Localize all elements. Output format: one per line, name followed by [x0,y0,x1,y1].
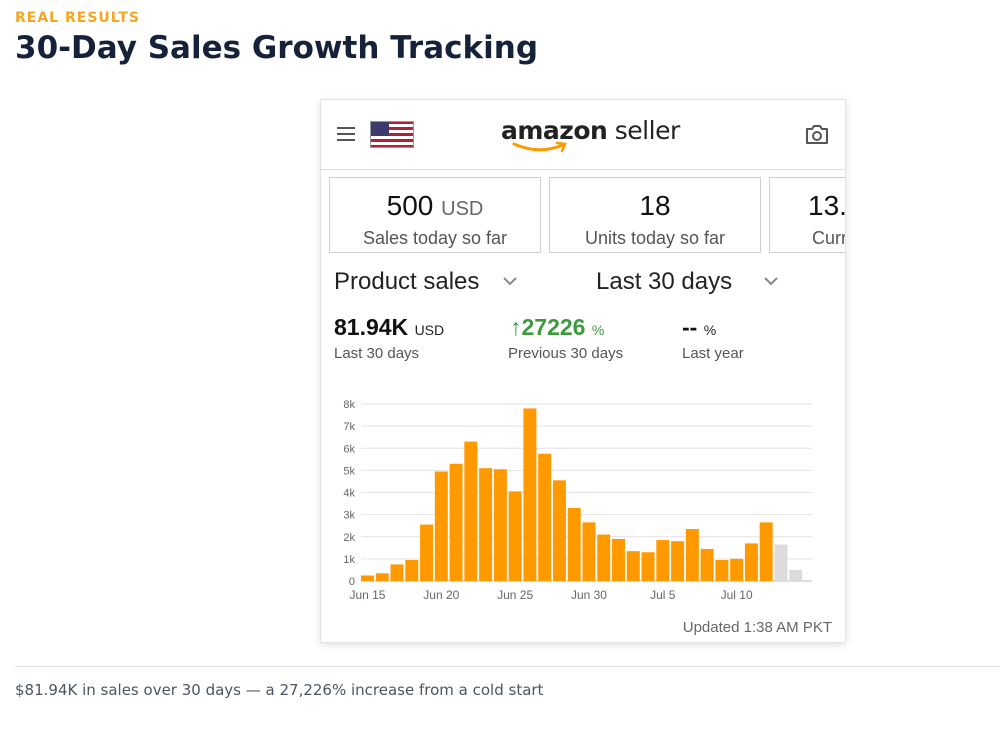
bar-jun-15 [361,575,374,581]
amazon-seller-logo: amazon seller [501,114,680,156]
bar-jun-30 [582,522,596,581]
bar-jul-2 [612,538,625,581]
total-sales-label: Last 30 days [334,345,420,362]
eyebrow-label: REAL RESULTS [15,10,141,26]
x-tick-label: Jun 20 [423,588,459,602]
sales-value: 500 [386,190,434,221]
x-tick-label: Jun 30 [571,588,607,602]
seller-app-screenshot: amazon seller 500 USD Sales today so far… [320,99,846,643]
y-tick-label: 0 [349,576,355,588]
hamburger-icon[interactable] [337,127,355,141]
chevron-down-icon[interactable] [503,276,517,286]
growth-label: Previous 30 days [508,345,624,362]
y-tick-label: 7k [343,421,355,433]
bar-jul-6 [671,541,685,581]
bar-jun-19 [420,524,434,581]
bar-jul-1 [597,534,611,581]
x-tick-label: Jul 10 [721,588,753,602]
bar-jul-10 [730,558,744,581]
metric-dropdown[interactable]: Product sales [334,268,480,295]
bar-jul-13 [774,544,788,581]
current-label: Curr [812,228,846,248]
bar-jun-20 [434,471,448,581]
bar-jul-12 [759,522,773,581]
y-tick-label: 1k [343,554,355,566]
bar-jun-16 [375,573,389,581]
range-dropdown[interactable]: Last 30 days [596,268,733,295]
bar-jun-23 [479,468,493,581]
sales-unit: USD [441,198,484,220]
y-tick-label: 3k [343,510,355,522]
arrow-up-icon: ↑ [510,314,522,340]
bar-jun-25 [508,491,522,581]
y-tick-label: 4k [343,488,355,500]
x-tick-label: Jun 15 [349,588,385,602]
bar-jun-29 [567,507,581,581]
last-year-metric: -- % [682,314,717,340]
caption: $81.94K in sales over 30 days — a 27,226… [15,681,544,699]
y-tick-label: 5k [343,465,355,477]
bar-jun-22 [464,441,478,581]
bar-jun-18 [405,559,419,581]
bar-jun-21 [449,463,463,581]
bar-jun-26 [523,408,537,581]
growth-metric: ↑27226 % [510,314,605,340]
total-sales-metric: 81.94K USD [334,314,445,340]
bar-jul-7 [685,529,699,581]
y-tick-label: 6k [343,443,355,455]
sales-bar-chart: 0 1k 2k 3k 4k 5k 6k 7k 8k Jun 15 Jun 20 Jun 25 Jun 3… [343,399,812,602]
y-tick-label: 8k [343,399,355,411]
stat-card-current[interactable]: 13. Curr [769,177,846,253]
amazon-smile-icon [512,141,567,153]
bar-jun-27 [538,453,552,581]
page-title: 30-Day Sales Growth Tracking [15,30,539,66]
bar-jun-28 [552,480,566,581]
us-flag-icon [370,121,414,148]
bar-jul-11 [744,543,758,581]
x-tick-label: Jul 5 [650,588,676,602]
chevron-down-icon[interactable] [764,276,778,286]
sales-label: Sales today so far [362,228,508,248]
units-value: 18 [639,190,671,221]
bar-jul-3 [626,551,640,581]
current-value: 13. [808,190,846,221]
updated-timestamp: Updated 1:38 AM PKT [682,619,832,636]
bar-jul-9 [715,559,729,581]
units-label: Units today so far [584,228,726,248]
bar-jul-5 [656,540,670,581]
camera-icon[interactable] [805,123,829,145]
bar-jul-4 [641,552,655,581]
bar-jun-17 [390,564,404,581]
divider [15,666,1000,667]
app-header: amazon seller [321,100,845,170]
y-tick-label: 2k [343,532,355,544]
bar-jul-8 [700,548,714,581]
stat-card-sales[interactable]: 500 USD Sales today so far [329,177,541,253]
bar-jun-24 [493,469,507,581]
stat-card-units[interactable]: 18 Units today so far [549,177,761,253]
last-year-label: Last year [682,345,744,362]
bar-jul-14 [789,569,803,581]
x-tick-label: Jun 25 [497,588,533,602]
